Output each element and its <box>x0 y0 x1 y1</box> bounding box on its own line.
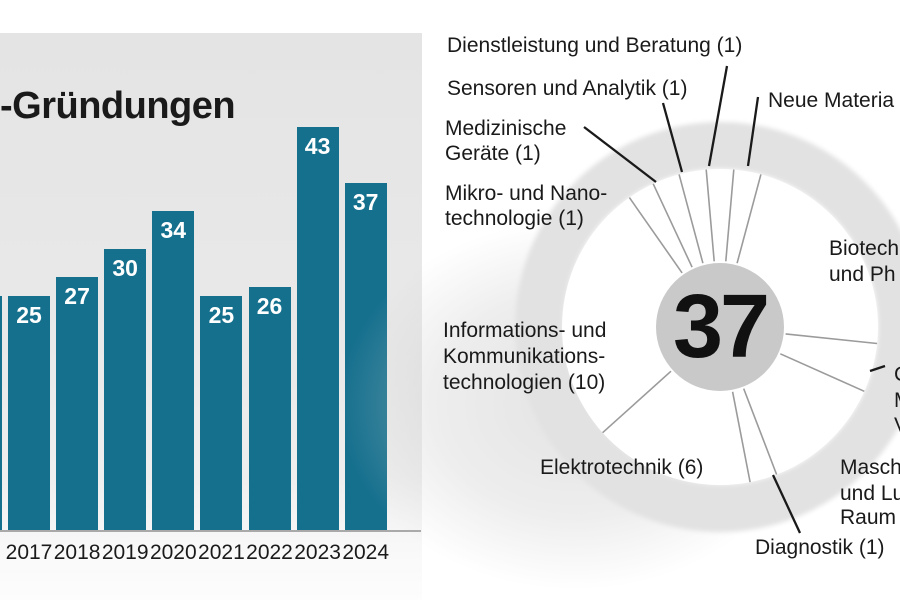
label-sensoren: Sensoren und Analytik (1) <box>447 77 688 100</box>
slice-divider-95deg <box>705 169 715 262</box>
x-tick-2024: 2024 <box>342 541 390 564</box>
label-biotech-line2: und Ph <box>829 263 896 286</box>
label-mikro-line1: Mikro- und Nano- <box>445 182 608 205</box>
label-clipped-right-line1: C <box>894 362 900 387</box>
slice-divider-336deg <box>779 353 865 393</box>
label-biotech-line1: Biotech <box>829 237 900 260</box>
donut-hub-circle <box>656 263 784 391</box>
slice-divider-75deg <box>736 174 762 264</box>
bar-2019 <box>104 249 147 531</box>
leader-diagnostik <box>771 474 802 534</box>
leader-neue-materia <box>746 96 760 167</box>
slice-divider-291deg <box>742 388 778 475</box>
x-tick-2018: 2018 <box>53 541 101 564</box>
label-dienstleistung: Dienstleistung und Beratung (1) <box>447 34 743 57</box>
label-masch-line3: Raum <box>840 506 897 529</box>
donut-center-total: 37 <box>672 277 770 377</box>
bar-2018-value-label: 27 <box>64 283 90 309</box>
slice-divider-281deg <box>731 391 751 483</box>
bar-2017 <box>8 296 50 531</box>
chart-title: -Gründungen <box>0 85 236 127</box>
leader-dienstleistung <box>707 65 729 167</box>
donut-outer-ring <box>515 122 900 532</box>
bar-2019-value-label: 30 <box>112 255 138 281</box>
slice-divider-222deg <box>602 370 672 434</box>
label-mikro-line2: technologie (1) <box>445 207 584 230</box>
slice-divider-354deg <box>785 333 878 345</box>
bar-2021 <box>200 296 243 531</box>
bar-2022-value-label: 26 <box>256 293 283 319</box>
x-tick-2017: 2017 <box>5 541 53 564</box>
leader-sensoren <box>661 102 684 173</box>
label-ikt-line3: technologien (10) <box>443 371 606 394</box>
label-diagnostik: Diagnostik (1) <box>755 536 885 559</box>
bar-2021-value-label: 25 <box>208 302 235 328</box>
label-masch-line2: und Lu <box>840 482 900 505</box>
leader-medizinische-geraete <box>583 126 657 183</box>
label-ikt-line1: Informations- und <box>443 319 607 342</box>
label-neue-materia: Neue Materia <box>768 89 895 112</box>
slice-divider-105deg <box>678 174 704 264</box>
bar-2022 <box>248 287 291 531</box>
label-medizinische-line1: Medizinische <box>445 117 567 140</box>
label-ikt-line2: Kommunikations- <box>443 345 606 368</box>
bar-2018 <box>56 277 99 531</box>
label-clipped-right-line3: V <box>894 413 900 438</box>
x-tick-2019: 2019 <box>101 541 149 564</box>
x-tick-2023: 2023 <box>294 541 341 564</box>
bar-clipped-left-edge <box>0 296 2 531</box>
bar-2020-value-label: 34 <box>160 217 187 243</box>
bar-2020 <box>152 211 195 531</box>
label-masch-line1: Masch <box>840 456 900 479</box>
bar-2024-value-label: 37 <box>352 189 379 215</box>
x-tick-2020: 2020 <box>149 541 197 564</box>
leader-lines <box>583 65 886 534</box>
slice-divider-85deg <box>725 169 735 262</box>
x-tick-2021: 2021 <box>198 541 245 564</box>
slice-divider-lines <box>602 169 878 483</box>
slice-divider-115deg <box>652 183 693 268</box>
bar-2023-value-label: 43 <box>304 133 331 159</box>
bar-2017-value-label: 25 <box>16 302 42 328</box>
x-axis-line <box>0 530 421 532</box>
bar-2023 <box>296 127 339 531</box>
label-clipped-right-line2: M <box>894 388 900 413</box>
x-tick-2022: 2022 <box>246 541 293 564</box>
label-medizinische-line2: Geräte (1) <box>445 142 541 165</box>
leader-right-edge-clipped <box>869 364 886 373</box>
label-elektrotechnik: Elektrotechnik (6) <box>540 456 704 479</box>
slice-divider-125deg <box>628 197 683 274</box>
